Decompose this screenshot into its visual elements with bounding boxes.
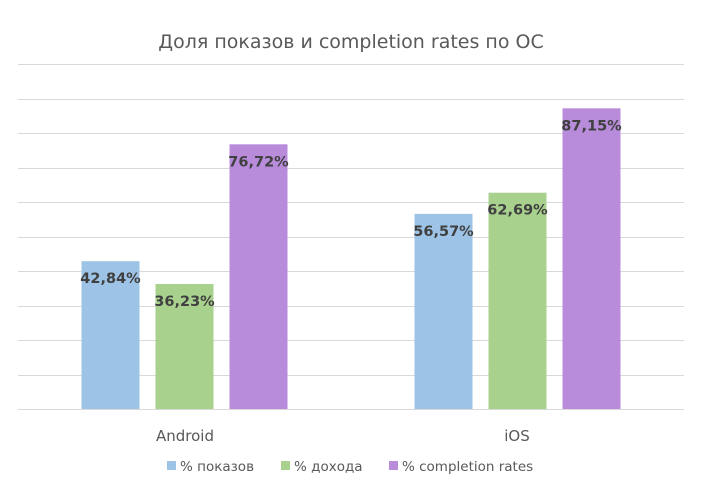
bars [81,108,621,410]
bar [229,144,288,410]
legend-swatch-shows [167,461,176,470]
chart-title: Доля показов и completion rates по ОС [158,31,543,53]
data-label: 36,23% [154,294,215,310]
data-label: 62,69% [487,203,548,219]
legend: % показов % дохода % completion rates [167,459,533,475]
bar [562,108,621,410]
data-label: 56,57% [413,224,474,240]
category-label: iOS [504,427,530,445]
bar [414,213,473,409]
bar [81,261,140,409]
bar [488,192,547,409]
legend-label-shows: % показов [180,459,254,475]
data-label: 76,72% [228,154,289,170]
category-axis: Android iOS [156,427,530,445]
bar [155,284,214,409]
legend-swatch-revenue [281,461,290,470]
data-label: 87,15% [561,118,622,134]
data-label: 42,84% [80,271,141,287]
data-labels: 42,84% 36,23% 76,72% 56,57% 62,69% 87,15% [80,118,622,310]
category-label: Android [156,427,214,445]
legend-label-completion: % completion rates [402,459,533,475]
legend-swatch-completion [389,461,398,470]
legend-label-revenue: % дохода [294,459,363,475]
